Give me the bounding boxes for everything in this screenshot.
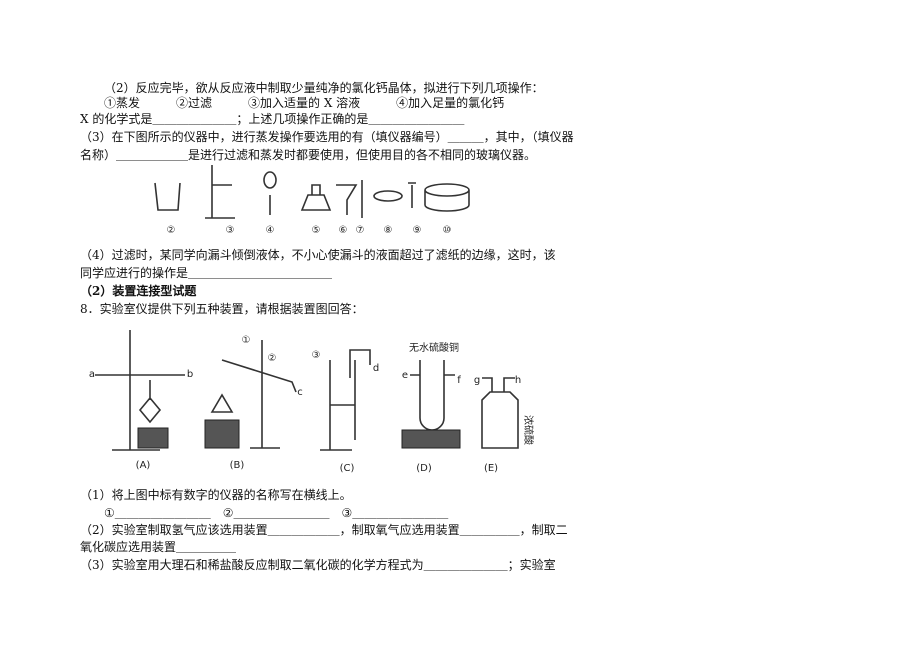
text-line: 名称）＿＿＿＿＿＿是进行过滤和蒸发时都要使用，但使用目的各不相同的玻璃仪器。 — [80, 148, 537, 162]
text-line: X 的化学式是＿＿＿＿＿＿＿；上述几项操作正确的是＿＿＿＿＿＿＿＿ — [80, 112, 465, 126]
label: ③ — [226, 225, 235, 236]
label: g — [474, 375, 480, 386]
dropper — [263, 171, 277, 215]
beaker — [154, 182, 181, 211]
label: f — [457, 375, 461, 386]
caption: (B) — [230, 460, 245, 471]
text-line: 8．实验室仪提供下列五种装置，请根据装置图回答： — [80, 302, 364, 316]
label: 浓硫酸 — [522, 415, 535, 445]
text-line: （2）实验室制取氢气应该选用装置＿＿＿＿＿＿，制取氧气应选用装置＿＿＿＿＿，制取… — [80, 523, 568, 537]
text-line: （3）在下图所示的仪器中，进行蒸发操作要选用的有（填仪器编号）＿＿＿，其中，（填… — [80, 130, 574, 144]
caption: (D) — [416, 463, 432, 474]
lamp — [138, 380, 162, 424]
wood-block — [401, 429, 461, 449]
spatula — [408, 182, 416, 208]
text-line: （4）过滤时，某同学向漏斗倾倒液体，不小心使漏斗的液面超过了滤纸的边缘，这时，该 — [80, 248, 556, 262]
caption: (C) — [340, 463, 355, 474]
evaporating-dish — [373, 190, 403, 202]
apparatus-c — [320, 349, 371, 451]
label: ⑤ — [312, 225, 321, 236]
apparatus-b — [221, 340, 297, 449]
text-line: ①＿＿＿＿＿＿＿＿ ②＿＿＿＿＿＿＿＿ ③＿＿＿＿＿＿＿＿ — [104, 506, 449, 520]
label: ③ — [312, 350, 321, 361]
apparatus-figure: a b c d e f g h ① ② ③ 无水硫酸铜 浓硫酸 (A) (B) … — [89, 330, 535, 474]
apparatus-d — [410, 360, 455, 431]
label: ④ — [266, 225, 275, 236]
text-line: （3）实验室用大理石和稀盐酸反应制取二氧化碳的化学方程式为＿＿＿＿＿＿＿；实验室 — [80, 558, 556, 572]
label: ② — [167, 225, 176, 236]
wood-block — [204, 419, 240, 449]
label: h — [515, 375, 521, 386]
instrument-figure: ② ③ ④ ⑤ ⑥ ⑦ ⑧ ⑨ ⑩ — [154, 165, 470, 236]
label: ⑥ — [339, 225, 348, 236]
wood-block — [137, 427, 169, 449]
text-line: 同学应进行的操作是＿＿＿＿＿＿＿＿＿＿＿＿ — [80, 266, 333, 280]
alcohol-lamp — [300, 184, 332, 211]
label: ⑩ — [443, 225, 452, 236]
lamp — [210, 393, 234, 413]
label: ⑨ — [413, 225, 422, 236]
text-line: 氧化碳应选用装置＿＿＿＿＿ — [80, 540, 237, 554]
label: b — [187, 369, 193, 380]
label: ① — [242, 335, 251, 346]
label: 无水硫酸铜 — [409, 341, 459, 354]
apparatus-e — [481, 377, 519, 449]
label: ② — [268, 353, 277, 364]
caption: (E) — [484, 463, 498, 474]
caption: (A) — [136, 460, 151, 471]
text-line: （2）反应完毕，欲从反应液中制取少量纯净的氯化钙晶体，拟进行下列几项操作： — [104, 81, 544, 95]
funnel — [336, 184, 358, 215]
label: a — [89, 369, 95, 380]
crystallizing-dish — [424, 183, 470, 212]
section-heading: （2）装置连接型试题 — [80, 284, 197, 298]
label: e — [402, 370, 408, 381]
iron-stand — [205, 165, 235, 219]
apparatus-a — [95, 330, 185, 451]
text-line: ①蒸发 ②过滤 ③加入适量的 X 溶液 ④加入足量的氯化钙 — [104, 96, 505, 110]
label: ⑦ — [356, 225, 365, 236]
label: c — [297, 387, 303, 398]
label: d — [373, 363, 379, 374]
text-line: （1）将上图中标有数字的仪器的名称写在横线上。 — [80, 488, 352, 502]
label: ⑧ — [384, 225, 393, 236]
